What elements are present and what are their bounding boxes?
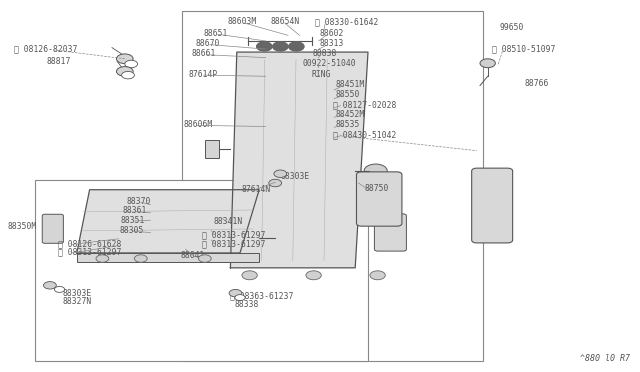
FancyBboxPatch shape [356, 172, 402, 226]
Text: 88303E: 88303E [63, 289, 92, 298]
Bar [35, 180, 368, 361]
Text: 87614N: 87614N [242, 185, 271, 194]
Circle shape [257, 42, 272, 51]
Circle shape [96, 255, 109, 262]
Text: 88651: 88651 [204, 29, 228, 38]
Circle shape [229, 289, 242, 297]
Circle shape [370, 271, 385, 280]
Circle shape [289, 42, 304, 51]
Text: Ⓢ 08363-61237: Ⓢ 08363-61237 [230, 291, 294, 300]
Text: 88305: 88305 [119, 226, 143, 235]
Text: Ⓢ 08430-51042: Ⓢ 08430-51042 [333, 131, 396, 140]
Circle shape [134, 255, 147, 262]
Circle shape [364, 164, 387, 177]
Text: ^880 l0 R7: ^880 l0 R7 [580, 354, 630, 363]
Bar [182, 11, 483, 361]
Text: 88303E: 88303E [280, 172, 310, 181]
Text: Ⓢ 08330-61642: Ⓢ 08330-61642 [315, 18, 378, 27]
Circle shape [269, 179, 282, 187]
Text: 88341N: 88341N [213, 217, 243, 226]
Text: 88351: 88351 [120, 216, 145, 225]
Text: 88766: 88766 [525, 79, 549, 88]
Circle shape [274, 170, 287, 177]
Text: 88603M: 88603M [227, 17, 257, 26]
Text: 88641: 88641 [180, 251, 205, 260]
Circle shape [198, 255, 211, 262]
Circle shape [44, 282, 56, 289]
FancyBboxPatch shape [472, 168, 513, 243]
Text: 88350M: 88350M [8, 222, 37, 231]
Circle shape [54, 286, 65, 292]
Polygon shape [77, 190, 259, 253]
Circle shape [242, 271, 257, 280]
Text: 88838: 88838 [312, 49, 337, 58]
Text: Ⓢ 08126-61628: Ⓢ 08126-61628 [58, 239, 121, 248]
Text: 88327N: 88327N [63, 297, 92, 306]
Text: 87614P: 87614P [189, 70, 218, 79]
Text: 88535: 88535 [335, 120, 360, 129]
FancyBboxPatch shape [374, 214, 406, 251]
Text: 88451M: 88451M [335, 80, 365, 89]
Text: Ⓢ 08313-61297: Ⓢ 08313-61297 [202, 240, 265, 248]
Text: Ⓢ 08313-61297: Ⓢ 08313-61297 [202, 231, 265, 240]
Bar [77, 253, 259, 262]
Circle shape [306, 271, 321, 280]
Text: Ⓢ 08510-51097: Ⓢ 08510-51097 [492, 45, 555, 54]
Circle shape [116, 67, 133, 76]
Text: 88750: 88750 [365, 185, 389, 193]
Text: 88661: 88661 [192, 49, 216, 58]
Text: Ⓑ 08126-82037: Ⓑ 08126-82037 [14, 44, 77, 53]
Text: 88338: 88338 [235, 300, 259, 309]
Text: 88602: 88602 [320, 29, 344, 38]
Polygon shape [230, 52, 368, 268]
Text: 88550: 88550 [335, 90, 360, 99]
Text: 88452M: 88452M [335, 110, 365, 119]
Text: 88361: 88361 [122, 206, 147, 215]
Circle shape [125, 60, 138, 68]
Text: 99650: 99650 [499, 23, 524, 32]
Text: Ⓢ 08313-61297: Ⓢ 08313-61297 [58, 248, 121, 257]
Circle shape [273, 42, 288, 51]
Text: 88370: 88370 [127, 197, 151, 206]
Text: 88670: 88670 [195, 39, 220, 48]
Circle shape [480, 59, 495, 68]
Text: 88606M: 88606M [184, 120, 213, 129]
Circle shape [235, 295, 245, 301]
Text: RING: RING [311, 70, 330, 79]
Text: 88654N: 88654N [270, 17, 300, 26]
Text: Ⓑ 08127-02028: Ⓑ 08127-02028 [333, 100, 396, 109]
FancyBboxPatch shape [42, 214, 63, 243]
Text: 88313: 88313 [320, 39, 344, 48]
Text: 88817: 88817 [47, 57, 71, 66]
Circle shape [122, 71, 134, 79]
Bar [205, 140, 219, 158]
Circle shape [116, 54, 133, 64]
Text: 00922-51040: 00922-51040 [303, 60, 356, 68]
